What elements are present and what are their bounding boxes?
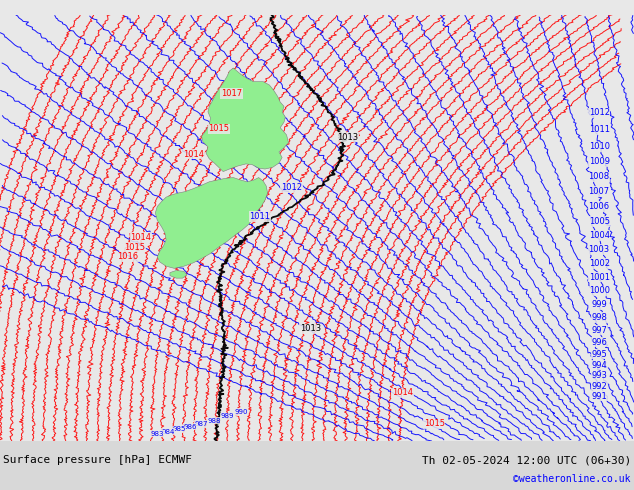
Polygon shape bbox=[202, 68, 288, 172]
Text: 1010: 1010 bbox=[588, 143, 610, 151]
Text: 996: 996 bbox=[591, 338, 607, 346]
Text: 1016: 1016 bbox=[117, 252, 139, 261]
Bar bbox=[0, 441, 634, 490]
Text: 986: 986 bbox=[183, 424, 197, 430]
Text: 1009: 1009 bbox=[588, 157, 610, 166]
Polygon shape bbox=[170, 270, 187, 278]
Text: 1007: 1007 bbox=[588, 187, 610, 196]
Text: ©weatheronline.co.uk: ©weatheronline.co.uk bbox=[514, 474, 631, 485]
Text: 992: 992 bbox=[592, 382, 607, 391]
Text: 987: 987 bbox=[195, 421, 209, 427]
Text: 1014: 1014 bbox=[183, 149, 204, 159]
Text: 995: 995 bbox=[592, 349, 607, 359]
Text: 1000: 1000 bbox=[588, 287, 610, 295]
Text: 1015: 1015 bbox=[124, 243, 145, 251]
Text: 997: 997 bbox=[591, 326, 607, 335]
Text: 988: 988 bbox=[207, 417, 221, 423]
Text: 1008: 1008 bbox=[588, 172, 610, 181]
Text: 998: 998 bbox=[591, 313, 607, 322]
Text: 1015: 1015 bbox=[208, 124, 230, 133]
Text: 1014: 1014 bbox=[392, 389, 413, 397]
Text: 1001: 1001 bbox=[588, 273, 610, 282]
Text: 993: 993 bbox=[591, 371, 607, 380]
Text: 983: 983 bbox=[150, 431, 164, 437]
Text: 990: 990 bbox=[234, 409, 248, 415]
Text: 1006: 1006 bbox=[588, 202, 610, 211]
Text: 1015: 1015 bbox=[424, 419, 445, 428]
Text: 1002: 1002 bbox=[588, 259, 610, 268]
Text: 1013: 1013 bbox=[337, 133, 358, 142]
Text: 1012: 1012 bbox=[588, 108, 610, 117]
Text: 1003: 1003 bbox=[588, 245, 610, 254]
Text: 1004: 1004 bbox=[588, 231, 610, 240]
Text: 999: 999 bbox=[592, 300, 607, 309]
Text: 989: 989 bbox=[220, 413, 234, 419]
Text: 994: 994 bbox=[592, 361, 607, 369]
Text: 984: 984 bbox=[161, 429, 175, 435]
Text: 991: 991 bbox=[592, 392, 607, 401]
Text: 1014: 1014 bbox=[130, 233, 152, 242]
Text: 1017: 1017 bbox=[221, 89, 242, 98]
Text: 985: 985 bbox=[172, 426, 186, 433]
Polygon shape bbox=[155, 177, 268, 269]
Text: 1013: 1013 bbox=[300, 324, 321, 333]
Text: Th 02-05-2024 12:00 UTC (06+30): Th 02-05-2024 12:00 UTC (06+30) bbox=[422, 455, 631, 465]
Text: 1011: 1011 bbox=[249, 212, 271, 221]
Text: 1011: 1011 bbox=[588, 125, 610, 134]
Text: 1012: 1012 bbox=[281, 183, 302, 192]
Text: Surface pressure [hPa] ECMWF: Surface pressure [hPa] ECMWF bbox=[3, 455, 192, 465]
Text: 1005: 1005 bbox=[588, 217, 610, 226]
